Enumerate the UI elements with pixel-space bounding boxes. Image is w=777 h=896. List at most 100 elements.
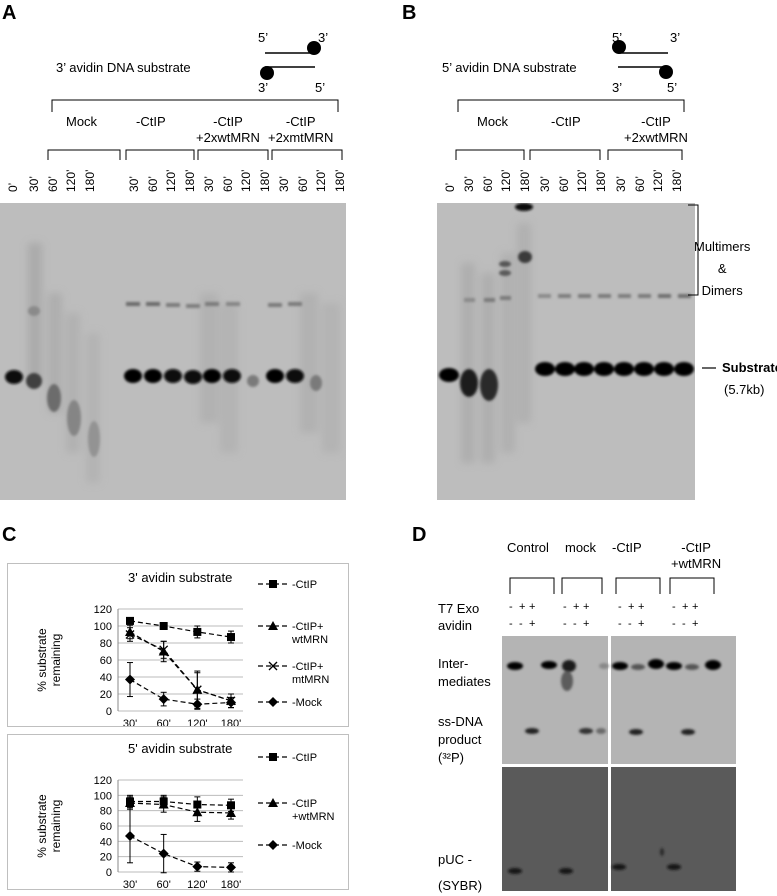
sign-mark: + bbox=[638, 618, 645, 630]
y-tick-label: 100 bbox=[94, 621, 112, 633]
sign-mark: + bbox=[692, 618, 699, 630]
sign-mark: - bbox=[509, 601, 513, 613]
marker-diamond bbox=[158, 694, 169, 705]
y-tick-label: 80 bbox=[100, 638, 112, 650]
strand-label-b-5bot: 5’ bbox=[667, 80, 678, 95]
time-label: 120’ bbox=[575, 169, 589, 192]
x-tick-label: 60' bbox=[156, 718, 170, 726]
time-label: 180’ bbox=[517, 169, 532, 192]
gel-image-d-bottom bbox=[502, 767, 736, 891]
group-label-d-mock: mock bbox=[565, 540, 597, 555]
y-tick-label: 60 bbox=[100, 655, 112, 667]
y-tick-label: 40 bbox=[100, 836, 112, 848]
sign-mark: - bbox=[573, 618, 577, 630]
time-label: 0’ bbox=[6, 182, 20, 192]
substrate-diagram-b bbox=[612, 40, 673, 79]
time-label: 60’ bbox=[45, 175, 60, 192]
y-axis-label: remaining bbox=[49, 800, 63, 853]
x-tick-label: 60' bbox=[156, 879, 170, 889]
marker-x bbox=[125, 630, 135, 639]
chart-title: 5' avidin substrate bbox=[128, 741, 232, 756]
label-ssdna-product: ss-DNA product (³²P) bbox=[438, 714, 483, 765]
legend-label: -CtIP bbox=[292, 752, 317, 764]
time-label: 30’ bbox=[614, 175, 628, 192]
time-label: 0’ bbox=[443, 182, 457, 192]
group-label-d-ctip: -CtIP bbox=[612, 540, 642, 555]
marker-triangle bbox=[125, 798, 135, 807]
x-tick-label: 180' bbox=[221, 879, 241, 889]
chart-5prime-avidin: 5' avidin substrate % substrate remaining 0… bbox=[35, 741, 335, 891]
sign-mark: - bbox=[672, 618, 676, 630]
substrate-title-a: 3’ avidin DNA substrate bbox=[56, 60, 191, 75]
time-label: 120’ bbox=[651, 169, 665, 192]
chart-title: 3' avidin substrate bbox=[128, 570, 232, 585]
label-puc: pUC - bbox=[438, 852, 472, 867]
marker-x bbox=[268, 661, 278, 671]
sign-mark: - bbox=[563, 618, 567, 630]
chart-box-3prime: 3' avidin substrate % substrate remaining 0… bbox=[7, 563, 349, 730]
time-label: 180’ bbox=[257, 169, 272, 192]
marker-diamond bbox=[226, 862, 236, 873]
gel-bands-b bbox=[437, 203, 695, 500]
sign-mark: - bbox=[628, 618, 632, 630]
time-label: 30’ bbox=[202, 175, 216, 192]
sign-mark: - bbox=[682, 618, 686, 630]
legend-label: -Mock bbox=[292, 840, 322, 852]
strand-label-a-3bot: 3’ bbox=[258, 80, 269, 95]
gel-bands-a bbox=[0, 203, 346, 500]
sign-mark: + bbox=[573, 601, 580, 613]
group-label-b-ctip: -CtIP bbox=[551, 114, 581, 129]
sign-mark: + bbox=[583, 618, 590, 630]
legend-label: +wtMRN bbox=[292, 811, 335, 823]
time-label: 120’ bbox=[499, 169, 513, 192]
sign-mark: - bbox=[672, 601, 676, 613]
group-label-b-mock: Mock bbox=[477, 114, 509, 129]
substrate-label: Substrate bbox=[722, 360, 777, 375]
group-label-a-mock: Mock bbox=[66, 114, 98, 129]
y-tick-label: 120 bbox=[94, 604, 112, 616]
marker-triangle bbox=[226, 807, 236, 817]
marker-x bbox=[192, 685, 202, 695]
time-label: 120’ bbox=[164, 169, 178, 192]
legend-label: mtMRN bbox=[292, 674, 329, 686]
group-label-a-wtmrn: -CtIP +2xwtMRN bbox=[196, 114, 260, 145]
group-brackets-a bbox=[47, 99, 343, 160]
panel-letter-b: B bbox=[402, 2, 417, 24]
row-label-t7: T7 Exo bbox=[438, 601, 480, 616]
x-tick-label: 30' bbox=[123, 718, 137, 726]
time-label: 180’ bbox=[82, 169, 97, 192]
group-label-a-mtmrn: -CtIP +2xmtMRN bbox=[268, 114, 334, 145]
group-brackets-d bbox=[509, 577, 715, 594]
gel-bands-d-bottom bbox=[502, 767, 736, 891]
sign-mark: + bbox=[692, 601, 699, 613]
series-line bbox=[129, 679, 232, 705]
marker-square bbox=[126, 616, 134, 625]
sign-mark: + bbox=[638, 601, 645, 613]
gel-image-b bbox=[437, 203, 695, 500]
time-label: 30’ bbox=[462, 175, 476, 192]
x-tick-label: 120' bbox=[187, 879, 207, 889]
sign-mark: + bbox=[529, 601, 536, 613]
substrate-title-b: 5’ avidin DNA substrate bbox=[442, 60, 577, 75]
time-label: 180’ bbox=[182, 169, 197, 192]
strand-label-b-3bot: 3’ bbox=[612, 80, 623, 95]
sign-mark: - bbox=[509, 618, 513, 630]
label-intermediates: Inter- mediates bbox=[438, 656, 491, 689]
time-label: 30’ bbox=[538, 175, 552, 192]
strand-label-a-5top: 5’ bbox=[258, 30, 269, 45]
series-line bbox=[130, 800, 232, 806]
series-3 bbox=[125, 662, 236, 710]
time-label: 120’ bbox=[64, 169, 78, 192]
y-tick-label: 20 bbox=[100, 852, 112, 864]
group-label-a-ctip: -CtIP bbox=[136, 114, 166, 129]
time-label: 30’ bbox=[27, 175, 41, 192]
y-tick-label: 0 bbox=[106, 867, 112, 879]
marker-square bbox=[269, 580, 277, 588]
strand-label-b-3top: 3’ bbox=[670, 30, 681, 45]
series-1 bbox=[125, 624, 236, 709]
marker-diamond bbox=[125, 830, 135, 841]
y-tick-label: 0 bbox=[106, 706, 112, 718]
marker-diamond bbox=[125, 674, 135, 685]
legend-label: wtMRN bbox=[291, 634, 328, 646]
marker-square bbox=[227, 633, 235, 642]
